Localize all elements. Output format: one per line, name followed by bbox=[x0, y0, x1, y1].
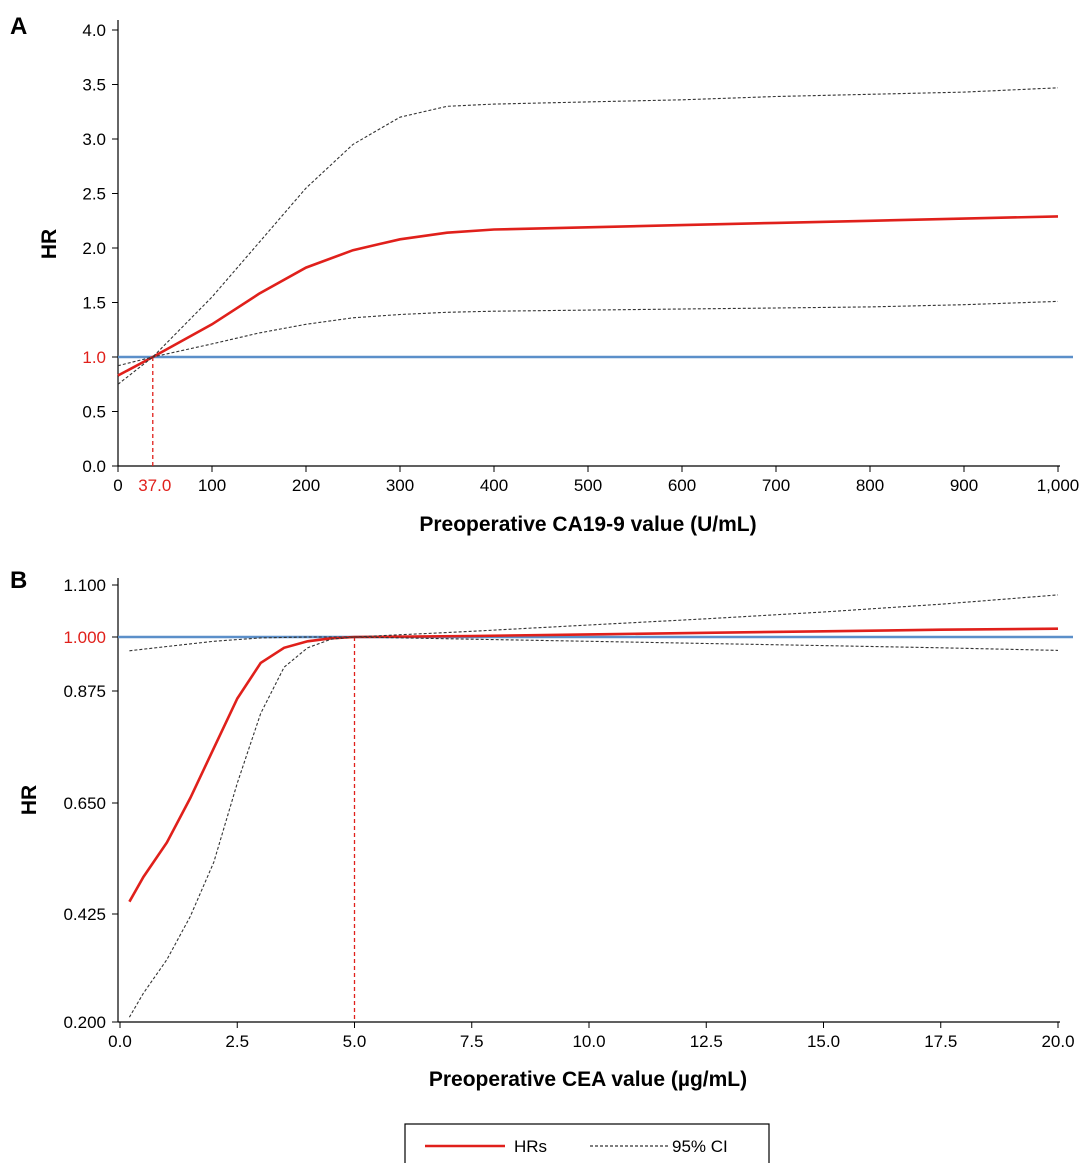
panel-b-x-tick-label: 20.0 bbox=[1041, 1032, 1074, 1051]
panel-a-x-tick-label: 400 bbox=[480, 476, 508, 495]
panel-a-hr-line bbox=[117, 215, 1059, 377]
panel-a-x-axis-title: Preoperative CA19-9 value (U/mL) bbox=[419, 513, 756, 536]
legend-hr-label: HRs bbox=[514, 1137, 547, 1156]
panel-b-y-tick-label: 1.100 bbox=[63, 576, 106, 595]
panel-a-y-tick-label: 2.0 bbox=[82, 239, 106, 258]
panel-a-y-tick-label: 0.5 bbox=[82, 403, 106, 422]
panel-a-label: A bbox=[10, 13, 27, 40]
legend: HRs 95% CI bbox=[404, 1123, 770, 1163]
panel-b-ci-lower-line bbox=[128, 636, 1059, 1018]
panel-b-x-tick-label: 17.5 bbox=[924, 1032, 957, 1051]
panel-b-x-tick-label: 5.0 bbox=[343, 1032, 367, 1051]
panel-a-y-tick-label: 0.0 bbox=[82, 457, 106, 476]
panel-b-x-tick-label: 7.5 bbox=[460, 1032, 484, 1051]
panel-b-ci-upper-line bbox=[129, 594, 1059, 652]
panel-b-y-tick-label: 0.425 bbox=[63, 905, 106, 924]
panel-a-ci-upper-line bbox=[117, 87, 1059, 385]
panel-a-x-tick-label: 300 bbox=[386, 476, 414, 495]
panel-b-hr-line bbox=[128, 627, 1059, 903]
legend-box bbox=[404, 1123, 770, 1163]
legend-ci-label: 95% CI bbox=[672, 1137, 728, 1156]
panel-a-x-tick-label: 0 bbox=[113, 476, 122, 495]
panel-a-x-tick-label: 500 bbox=[574, 476, 602, 495]
panel-a-y-tick-label: 1.0 bbox=[82, 348, 106, 367]
panel-b-x-tick-label: 12.5 bbox=[690, 1032, 723, 1051]
panel-a-y-tick-label: 4.0 bbox=[82, 21, 106, 40]
panel-b-y-tick-label: 0.200 bbox=[63, 1013, 106, 1032]
panel-a-x-tick-label: 1,000 bbox=[1037, 476, 1080, 495]
panel-b-x-tick-label: 10.0 bbox=[572, 1032, 605, 1051]
panel-a-y-axis-title: HR bbox=[38, 229, 61, 259]
panel-b-x-tick-label: 2.5 bbox=[225, 1032, 249, 1051]
panel-a-y-tick-label: 1.5 bbox=[82, 294, 106, 313]
panel-a-x-tick-label: 900 bbox=[950, 476, 978, 495]
panel-a-x-tick-label: 600 bbox=[668, 476, 696, 495]
panel-a-chart: A 0 100 200 300 400 500 600 700 800 900 1,000 0.0 0.… bbox=[10, 13, 1079, 536]
panel-a-x-tick-label: 200 bbox=[292, 476, 320, 495]
panel-a-x-tick-label: 700 bbox=[762, 476, 790, 495]
panel-b-label: B bbox=[10, 567, 27, 594]
panel-a-y-tick-label: 2.5 bbox=[82, 185, 106, 204]
panel-b-y-tick-label: 0.650 bbox=[63, 794, 106, 813]
panel-a-y-tick-label: 3.0 bbox=[82, 130, 106, 149]
panel-b-chart: B 0.0 2.5 5.0 7.5 10.0 12.5 15.0 17.5 20.0 0.200 0… bbox=[10, 567, 1075, 1091]
panel-a-cutoff-label: 37.0 bbox=[138, 476, 171, 495]
panel-b-x-axis-title: Preoperative CEA value (µg/mL) bbox=[429, 1068, 747, 1091]
panel-b-x-tick-label: 0.0 bbox=[108, 1032, 132, 1051]
panel-a-y-tick-label: 3.5 bbox=[82, 76, 106, 95]
panel-b-y-axis-title: HR bbox=[18, 785, 41, 815]
panel-b-x-tick-label: 15.0 bbox=[807, 1032, 840, 1051]
panel-b-y-tick-label: 0.875 bbox=[63, 682, 106, 701]
panel-a-ci-lower-line bbox=[117, 300, 1059, 367]
panel-a-x-tick-label: 100 bbox=[198, 476, 226, 495]
panel-b-y-tick-label: 1.000 bbox=[63, 628, 106, 647]
panel-a-x-tick-label: 800 bbox=[856, 476, 884, 495]
